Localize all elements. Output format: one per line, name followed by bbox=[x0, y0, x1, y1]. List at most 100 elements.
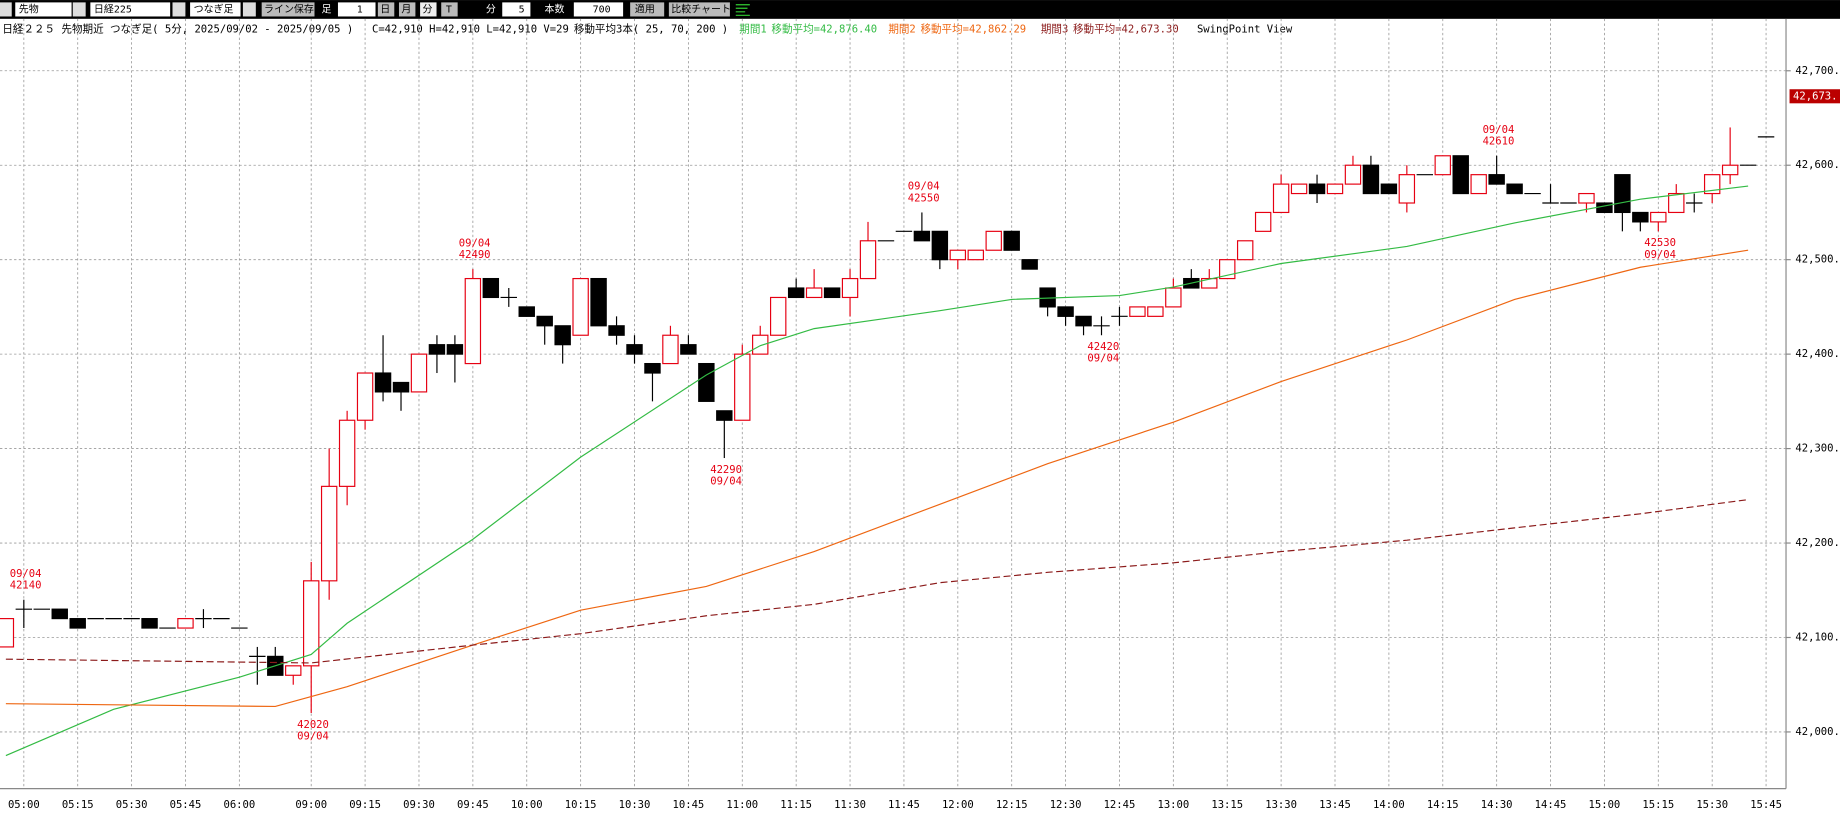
toolbar-icon[interactable] bbox=[735, 4, 750, 16]
bar-label: 足 bbox=[322, 3, 332, 15]
compare-button[interactable] bbox=[668, 2, 730, 17]
index-select[interactable] bbox=[90, 2, 171, 17]
x-tick-label: 10:15 bbox=[565, 799, 597, 811]
interval-label: 分 bbox=[486, 3, 496, 15]
candle-body bbox=[177, 618, 194, 629]
interval-text: 5 bbox=[519, 4, 525, 15]
x-tick-label: 09:45 bbox=[457, 799, 489, 811]
x-tick-label: 15:45 bbox=[1750, 799, 1782, 811]
minute-text: 分 bbox=[422, 3, 432, 15]
swing-label: 42420 bbox=[1087, 341, 1119, 353]
market-select-text: 先物 bbox=[19, 2, 39, 15]
x-tick-label: 15:00 bbox=[1589, 799, 1621, 811]
swing-label: 09/04 bbox=[908, 181, 940, 193]
swing-label: 09/04 bbox=[297, 731, 329, 743]
candle-body bbox=[141, 618, 158, 629]
legend-value: 移動平均=42,673.30 bbox=[1073, 22, 1179, 35]
candle-body bbox=[1668, 192, 1685, 214]
candle-body bbox=[1272, 183, 1290, 214]
candle-body bbox=[482, 277, 500, 299]
x-tick-label: 14:15 bbox=[1427, 799, 1459, 811]
tick-text: T bbox=[446, 4, 452, 15]
swing-label: 42490 bbox=[459, 249, 491, 261]
swing-label: 42610 bbox=[1483, 136, 1515, 148]
tick-button[interactable] bbox=[441, 2, 458, 17]
x-tick-label: 12:30 bbox=[1050, 799, 1082, 811]
dropdown-arrow[interactable] bbox=[72, 2, 86, 17]
swing-label: 42290 bbox=[710, 464, 742, 476]
dropdown-arrow[interactable] bbox=[242, 2, 256, 17]
legend-name: 期間3 bbox=[1041, 23, 1068, 35]
candle-body bbox=[1398, 174, 1416, 204]
x-tick-label: 11:00 bbox=[726, 799, 758, 811]
y-tick-label: 42,100. bbox=[1795, 631, 1839, 643]
bar-box-text: 1 bbox=[357, 4, 363, 15]
candle-body bbox=[1470, 174, 1487, 195]
candle-body bbox=[1488, 174, 1505, 185]
interval-box[interactable] bbox=[502, 2, 531, 17]
candle-body bbox=[1147, 306, 1164, 317]
apply-button[interactable] bbox=[630, 2, 665, 17]
candle-body bbox=[1362, 164, 1380, 195]
x-tick-label: 11:15 bbox=[780, 799, 812, 811]
candle-body bbox=[1165, 287, 1182, 308]
candle-body bbox=[0, 618, 15, 648]
candle-body bbox=[1201, 277, 1218, 289]
market-select[interactable] bbox=[15, 2, 72, 17]
x-tick-label: 13:45 bbox=[1319, 799, 1351, 811]
candle-body bbox=[1075, 315, 1092, 327]
candle-body bbox=[1254, 211, 1272, 232]
price-tag-label: 42,673. bbox=[1793, 90, 1837, 102]
toolbar bbox=[0, 0, 1840, 19]
candle-body bbox=[1614, 174, 1631, 214]
candle-body bbox=[428, 344, 446, 355]
candle-body bbox=[626, 344, 643, 355]
candle-body bbox=[356, 372, 374, 421]
count-box[interactable] bbox=[573, 2, 624, 17]
dropdown-arrow[interactable] bbox=[0, 2, 12, 17]
x-tick-label: 09:15 bbox=[349, 799, 381, 811]
candle-body bbox=[967, 249, 984, 261]
x-tick-label: 14:45 bbox=[1535, 799, 1567, 811]
x-tick-label: 05:00 bbox=[8, 799, 40, 811]
legend-entry: 期間1 移動平均=42,876.40 bbox=[739, 22, 877, 35]
bar-type-text: つなぎ足 bbox=[194, 2, 234, 15]
candle-body bbox=[51, 608, 68, 620]
candle-body bbox=[446, 344, 464, 355]
y-tick-label: 42,000. bbox=[1795, 726, 1839, 738]
candle-body bbox=[949, 249, 967, 261]
candle-body bbox=[374, 372, 392, 393]
candle-body bbox=[769, 296, 787, 336]
candle-body bbox=[608, 325, 625, 336]
y-tick-label: 42,300. bbox=[1795, 443, 1839, 455]
legend-entry: 期間3 移動平均=42,673.30 bbox=[1041, 22, 1179, 35]
header-ma-summary: 移動平均3本( 25, 70, 200 ) bbox=[574, 22, 728, 35]
price-tag bbox=[1789, 89, 1840, 104]
bar-box[interactable] bbox=[337, 2, 376, 17]
bar-type-select[interactable] bbox=[190, 2, 241, 17]
swing-label: 42020 bbox=[297, 719, 329, 731]
x-tick-label: 13:00 bbox=[1157, 799, 1189, 811]
header-title: 日経２２５ 先物期近 つなぎ足( 5分, 2025/09/02 - 2025/0… bbox=[2, 22, 353, 35]
legend-value: 移動平均=42,876.40 bbox=[771, 22, 877, 35]
day-button[interactable] bbox=[377, 2, 395, 17]
dropdown-arrow[interactable] bbox=[172, 2, 186, 17]
legend-value: 移動平均=42,862.29 bbox=[920, 22, 1026, 35]
candle-body bbox=[1290, 183, 1308, 195]
month-text: 月 bbox=[401, 3, 411, 15]
candle-body bbox=[859, 240, 877, 280]
minute-button[interactable] bbox=[420, 2, 437, 17]
x-tick-label: 14:00 bbox=[1373, 799, 1405, 811]
candle-body bbox=[931, 230, 949, 261]
candle-body bbox=[823, 287, 841, 299]
month-button[interactable] bbox=[398, 2, 416, 17]
y-tick-label: 42,600. bbox=[1795, 159, 1839, 171]
candle-body bbox=[572, 277, 589, 336]
candle-body bbox=[841, 277, 859, 299]
x-tick-label: 10:00 bbox=[511, 799, 543, 811]
x-tick-label: 10:45 bbox=[673, 799, 705, 811]
x-tick-label: 09:00 bbox=[295, 799, 327, 811]
candle-body bbox=[698, 362, 715, 402]
save-line-button[interactable] bbox=[261, 2, 315, 17]
index-select-text: 日経225 bbox=[94, 2, 132, 15]
